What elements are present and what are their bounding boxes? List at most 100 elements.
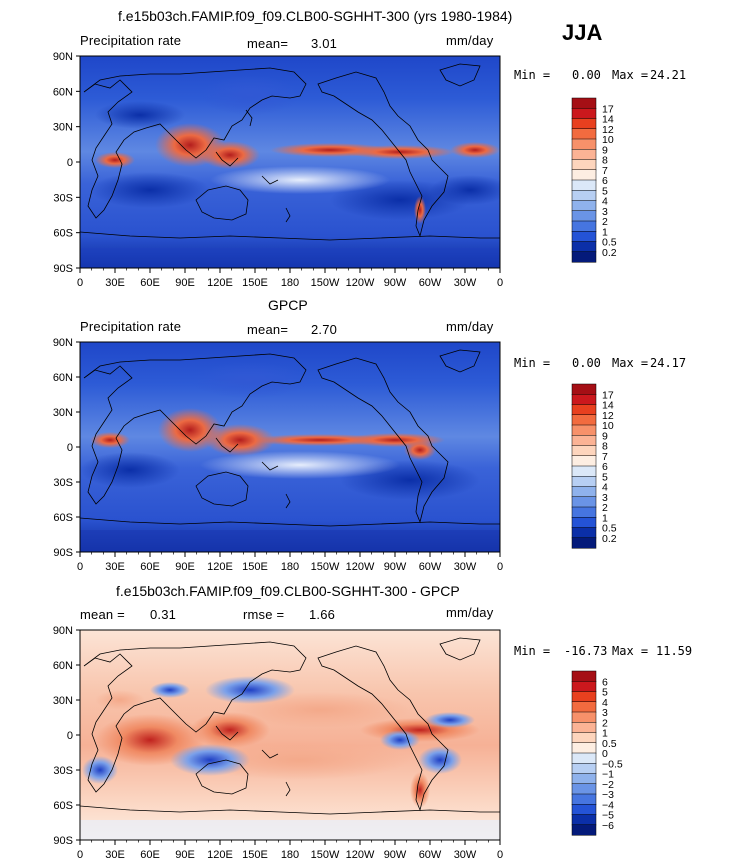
y-tick-label: 90S (53, 835, 73, 847)
colorbar-level-label: 17 (602, 389, 614, 401)
colorbar-level-label: 3 (602, 206, 608, 218)
colorbar-level-label: −4 (602, 799, 614, 811)
x-tick-label: 150W (311, 277, 340, 289)
map-2-axes: 90N 60N 30N 0 30S 60S 90S 0 30E 60E 90E 120E 150E 180… (53, 337, 503, 573)
colorbar-level-label: 9 (602, 144, 608, 156)
panel-2-units: mm/day (446, 319, 494, 334)
x-tick-label: 0 (77, 277, 83, 289)
colorbar-level-label: 1 (602, 728, 608, 740)
colorbar-level-label: 4 (602, 196, 608, 208)
panel-3-mean-label: mean = (80, 607, 125, 622)
colorbar-swatch (571, 681, 597, 693)
panel-2-max-label: Max = (612, 356, 649, 370)
colorbar-level-label: −2 (602, 779, 614, 791)
colorbar-level-label: 3 (602, 707, 608, 719)
x-tick-label: 0 (77, 849, 83, 861)
colorbar-level-label: 12 (602, 124, 614, 136)
colorbar-level-label: 5 (602, 185, 608, 197)
colorbar-swatch (571, 241, 597, 253)
x-tick-label: 120W (346, 561, 375, 573)
y-tick-label: 30S (53, 192, 73, 204)
colorbar-swatch (571, 793, 597, 805)
x-tick-label: 120W (346, 277, 375, 289)
y-tick-label: 60S (53, 228, 73, 240)
colorbar-swatch (571, 814, 597, 826)
colorbar-swatch (571, 97, 597, 109)
panel-3-max-value: 11.59 (656, 644, 693, 658)
x-tick-label: 90W (384, 561, 407, 573)
colorbar-level-label: 0.2 (602, 533, 617, 545)
colorbar-level-label: 14 (602, 400, 614, 412)
colorbar-swatch (571, 527, 597, 539)
map-3 (80, 630, 500, 840)
x-tick-label: 90E (175, 849, 195, 861)
y-tick-label: 30N (53, 407, 73, 419)
colorbar-swatch (571, 752, 597, 764)
colorbar-swatch (571, 424, 597, 436)
x-tick-label: 60E (140, 849, 160, 861)
panel-2-variable-label: Precipitation rate (80, 319, 182, 334)
colorbar-level-label: 0.5 (602, 237, 617, 249)
colorbar-level-label: 0.5 (602, 523, 617, 535)
x-tick-label: 60E (140, 561, 160, 573)
colorbar-swatch (571, 537, 597, 549)
x-tick-label: 0 (497, 561, 503, 573)
colorbar-swatch (571, 701, 597, 713)
colorbar-swatch (571, 394, 597, 406)
x-tick-label: 0 (497, 277, 503, 289)
colorbar-level-label: −6 (602, 820, 614, 832)
map-1 (80, 56, 500, 268)
colorbar-swatch (571, 169, 597, 181)
colorbar-swatch (571, 118, 597, 130)
colorbar-swatch (571, 149, 597, 161)
colorbar-level-label: 4 (602, 697, 608, 709)
panel-3-min-label: Min = (514, 644, 551, 658)
colorbar-swatch (571, 251, 597, 263)
y-tick-label: 60N (53, 660, 73, 672)
colorbar-level-label: −0.5 (602, 758, 623, 770)
y-tick-label: 30S (53, 765, 73, 777)
y-tick-label: 90N (53, 337, 73, 349)
x-tick-label: 90E (175, 561, 195, 573)
colorbar-level-label: 2 (602, 502, 608, 514)
colorbar-swatch (571, 465, 597, 477)
colorbar-level-label: 7 (602, 451, 608, 463)
colorbar-swatch (571, 108, 597, 120)
colorbar-level-label: 2 (602, 717, 608, 729)
x-tick-label: 30E (105, 849, 125, 861)
colorbar-level-label: 3 (602, 492, 608, 504)
colorbar-level-label: 4 (602, 482, 608, 494)
colorbar-swatch (571, 824, 597, 836)
panel-1-min-value: 0.00 (572, 68, 601, 82)
colorbar-swatch (571, 773, 597, 785)
season-label: JJA (562, 20, 603, 45)
x-tick-label: 180 (281, 849, 299, 861)
colorbar-swatch (571, 486, 597, 498)
panel-3-rmse-label: rmse = (243, 607, 285, 622)
panel-1-title: f.e15b03ch.FAMIP.f09_f09.CLB00-SGHHT-300… (118, 8, 513, 24)
panel-1-variable-label: Precipitation rate (80, 33, 182, 48)
colorbar-level-label: 5 (602, 687, 608, 699)
colorbar-level-label: 14 (602, 114, 614, 126)
x-tick-label: 60W (419, 561, 442, 573)
colorbar-swatch (571, 404, 597, 416)
panel-1-max-label: Max = (612, 68, 649, 82)
y-tick-label: 90S (53, 263, 73, 275)
y-tick-label: 60N (53, 86, 73, 98)
colorbar-swatch (571, 231, 597, 243)
colorbar-level-label: 0.5 (602, 738, 617, 750)
colorbar-level-label: 0 (602, 748, 608, 760)
panel-1-mean-label: mean= (247, 36, 289, 51)
panel-2-min-label: Min = (514, 356, 551, 370)
y-tick-label: 30N (53, 695, 73, 707)
colorbar-level-label: 12 (602, 410, 614, 422)
panel-3-mean-value: 0.31 (150, 607, 177, 622)
x-tick-label: 150W (311, 849, 340, 861)
x-tick-label: 0 (77, 561, 83, 573)
y-tick-label: 90S (53, 547, 73, 559)
colorbar-level-label: 2 (602, 216, 608, 228)
colorbar-swatch (571, 455, 597, 467)
y-tick-label: 90N (53, 625, 73, 637)
